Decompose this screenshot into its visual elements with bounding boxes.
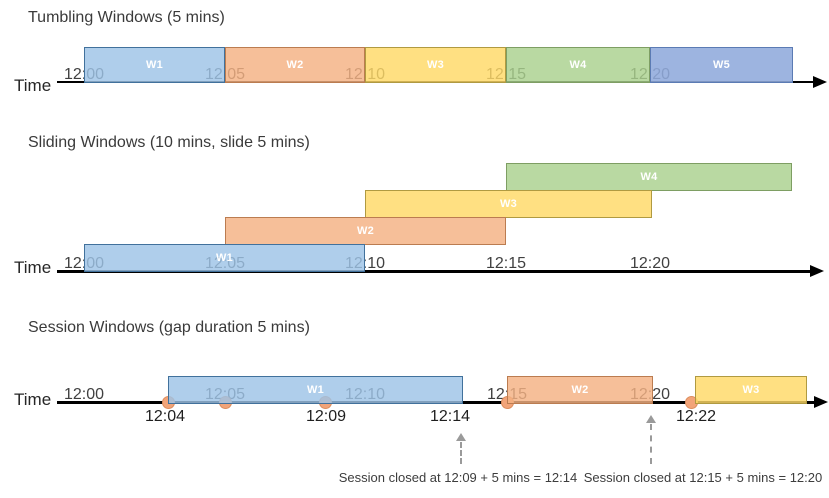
- window-label: W2: [571, 384, 589, 396]
- window-bar-w2: W2: [507, 376, 653, 404]
- session-close-annotation: Session closed at 12:15 + 5 mins = 12:20: [583, 470, 823, 485]
- window-label: W4: [640, 171, 658, 183]
- event-time-label: 12:04: [144, 408, 186, 425]
- event-time-label: 12:09: [305, 408, 347, 425]
- window-label: W3: [426, 59, 445, 71]
- window-label: W2: [356, 225, 375, 237]
- window-label: W1: [306, 384, 325, 396]
- dashed-arrow-icon: [456, 433, 466, 441]
- window-bar-w4: W4: [506, 163, 792, 191]
- window-bar-w4: W4: [506, 47, 650, 83]
- window-bar-w2: W2: [225, 47, 365, 83]
- window-bar-w3: W3: [365, 47, 506, 83]
- dashed-arrow-icon: [646, 415, 656, 423]
- time-axis-label: Time: [14, 258, 52, 277]
- window-label: W5: [712, 59, 731, 71]
- window-label: W4: [569, 59, 587, 71]
- window-bar-w5: W5: [650, 47, 793, 83]
- tick-label: 12:15: [485, 255, 527, 272]
- tick-label: 12:00: [63, 386, 105, 403]
- window-label: W1: [215, 252, 234, 264]
- window-bar-w1: W1: [84, 47, 225, 83]
- time-axis-label: Time: [14, 76, 52, 95]
- window-label: W1: [145, 59, 164, 71]
- section-title-sliding: Sliding Windows (10 mins, slide 5 mins): [28, 134, 310, 151]
- window-bar-w3: W3: [365, 190, 652, 218]
- session-close-annotation: Session closed at 12:09 + 5 mins = 12:14: [338, 470, 578, 485]
- timeline-arrow-icon: [814, 396, 828, 408]
- section-title-session: Session Windows (gap duration 5 mins): [28, 319, 310, 336]
- timeline-arrow-icon: [813, 76, 827, 88]
- window-label: W2: [286, 59, 304, 71]
- tick-label: 12:20: [629, 255, 671, 272]
- section-title-tumbling: Tumbling Windows (5 mins): [28, 9, 225, 26]
- window-label: W3: [499, 198, 518, 210]
- timeline-line: [57, 270, 810, 273]
- time-axis-label: Time: [14, 390, 52, 409]
- window-bar-w3: W3: [695, 376, 807, 404]
- event-time-label: 12:14: [429, 408, 471, 425]
- dashed-arrow-stem: [460, 442, 462, 464]
- event-time-label: 12:22: [675, 408, 717, 425]
- window-bar-w1: W1: [84, 244, 365, 272]
- window-bar-w2: W2: [225, 217, 506, 245]
- window-label: W3: [742, 384, 760, 396]
- dashed-arrow-stem: [650, 424, 652, 464]
- timeline-arrow-icon: [810, 265, 824, 277]
- window-bar-w1: W1: [168, 376, 463, 404]
